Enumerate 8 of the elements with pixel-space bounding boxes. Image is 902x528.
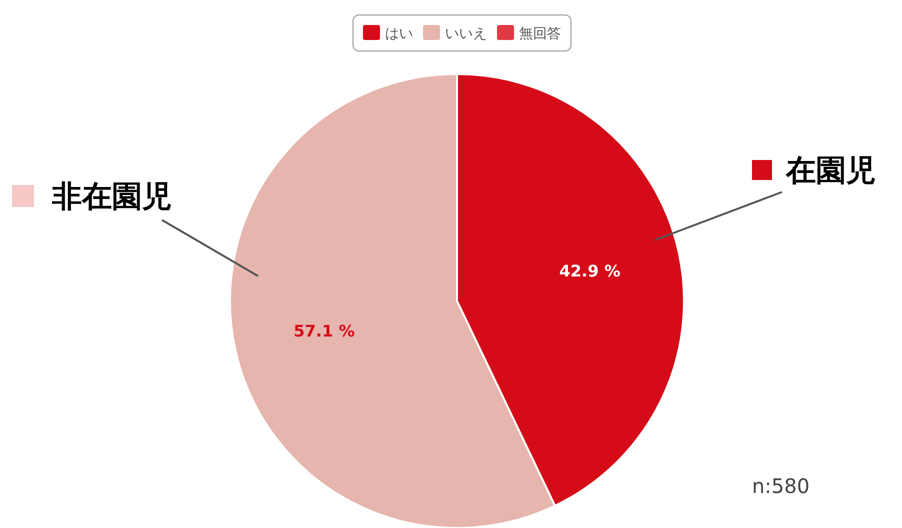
text: 在園児 bbox=[785, 154, 876, 188]
text: 非在園児 bbox=[51, 180, 172, 214]
data-label: 42.9 % bbox=[559, 261, 620, 280]
legend-label: 無回答 bbox=[519, 26, 561, 42]
text: n:580 bbox=[752, 474, 810, 498]
legend-label: いいえ bbox=[445, 26, 487, 42]
data-label: 57.1 % bbox=[294, 322, 355, 341]
legend-label: はい bbox=[385, 26, 413, 42]
